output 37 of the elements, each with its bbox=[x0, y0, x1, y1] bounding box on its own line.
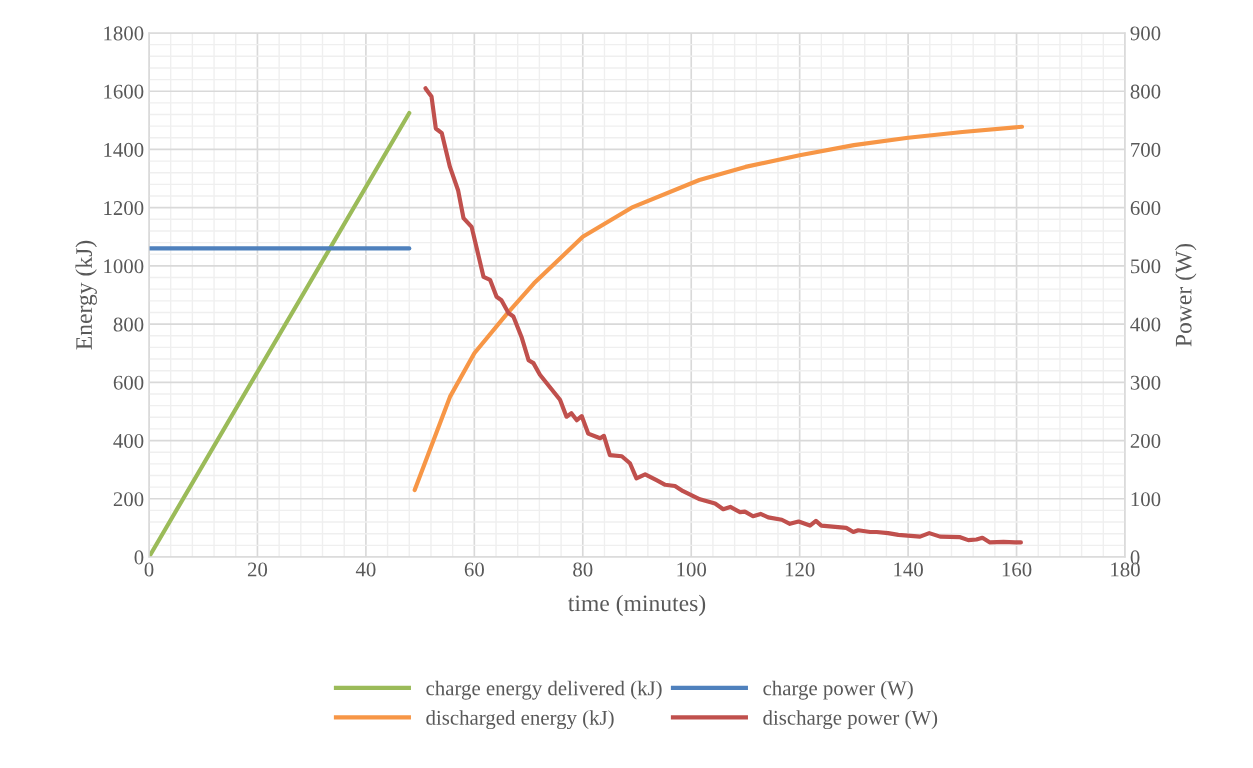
y-tick-label: 1600 bbox=[104, 84, 144, 99]
y2-tick-label: 900 bbox=[1130, 26, 1161, 41]
y-tick-label: 1400 bbox=[104, 142, 144, 157]
y-tick-label: 1000 bbox=[104, 259, 144, 274]
x-axis-title: time (minutes) bbox=[568, 594, 706, 617]
x-tick-label: 40 bbox=[355, 562, 376, 577]
legend-label: charge power (W) bbox=[763, 680, 913, 700]
y-tick-label: 400 bbox=[113, 433, 144, 448]
y2-tick-label: 500 bbox=[1131, 259, 1161, 274]
line-series bbox=[412, 124, 1025, 493]
y-tick-label: 600 bbox=[113, 375, 144, 390]
y2-tick-label: 700 bbox=[1131, 142, 1161, 157]
y2-tick-label: 800 bbox=[1130, 84, 1161, 99]
y2-tick-label: 600 bbox=[1130, 201, 1161, 216]
x-tick-label: 100 bbox=[677, 562, 707, 577]
x-tick-label: 160 bbox=[1002, 562, 1032, 577]
y2-axis-title: Power (W) bbox=[1175, 243, 1197, 347]
x-tick-label: 0 bbox=[144, 562, 154, 577]
y2-tick-label: 200 bbox=[1130, 433, 1161, 448]
x-tick-label: 140 bbox=[894, 562, 923, 577]
legend-label: discharge power (W) bbox=[763, 710, 938, 730]
x-tick-label: 120 bbox=[785, 562, 815, 577]
y-tick-label: 1800 bbox=[104, 26, 144, 41]
y-tick-label: 0 bbox=[134, 550, 144, 565]
y2-tick-label: 400 bbox=[1130, 317, 1161, 332]
y-tick-label: 1200 bbox=[104, 201, 144, 216]
x-tick-label: 20 bbox=[247, 562, 268, 577]
legend-label: charge energy delivered (kJ) bbox=[426, 680, 662, 700]
line-series bbox=[423, 86, 1023, 545]
y2-tick-label: 100 bbox=[1131, 492, 1161, 507]
y-tick-label: 800 bbox=[113, 317, 144, 332]
y-tick-label: 200 bbox=[113, 492, 144, 507]
y2-tick-label: 300 bbox=[1130, 375, 1161, 390]
y-axis-title: Energy (kJ) bbox=[75, 240, 97, 350]
x-tick-label: 60 bbox=[464, 562, 484, 577]
legend-label: discharged energy (kJ) bbox=[426, 710, 614, 730]
x-tick-label: 80 bbox=[573, 562, 593, 577]
